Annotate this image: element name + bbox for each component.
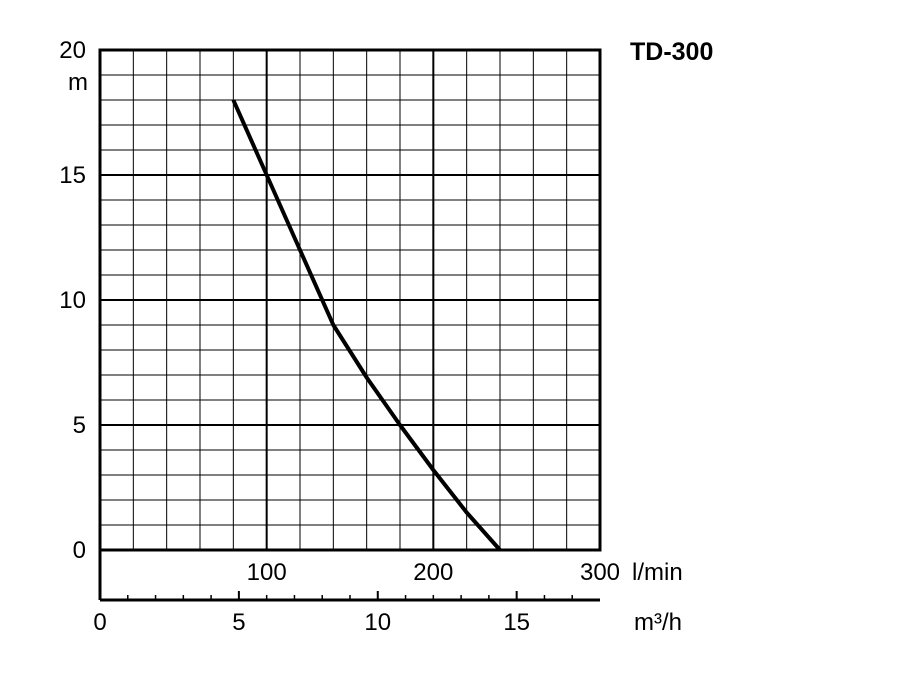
x-secondary-tick-label: 10 <box>364 609 391 636</box>
y-axis-unit: m <box>68 69 88 96</box>
x-secondary-tick-label: 15 <box>503 609 530 636</box>
x-primary-tick-label: 100 <box>247 559 287 586</box>
x-secondary-tick-label: 5 <box>232 609 245 636</box>
y-tick-label: 20 <box>59 37 86 64</box>
x-secondary-tick-label: 0 <box>93 609 106 636</box>
plot-frame <box>98 48 602 552</box>
x-axis-primary-unit: l/min <box>632 559 683 586</box>
y-tick-label: 10 <box>59 287 86 314</box>
x-axis-secondary-unit: m³/h <box>634 609 682 636</box>
y-tick-label: 0 <box>73 537 86 564</box>
grid <box>100 50 600 550</box>
x-primary-tick-label: 200 <box>413 559 453 586</box>
series <box>231 99 502 552</box>
axes <box>98 48 602 602</box>
labels: 0 5 10 15 20 100 200 300 0 5 10 15 <box>59 37 620 636</box>
x-primary-tick-label: 300 <box>580 559 620 586</box>
y-tick-label: 15 <box>59 162 86 189</box>
chart-title: TD-300 <box>630 38 713 66</box>
series-line <box>231 99 502 552</box>
y-tick-label: 5 <box>73 412 86 439</box>
